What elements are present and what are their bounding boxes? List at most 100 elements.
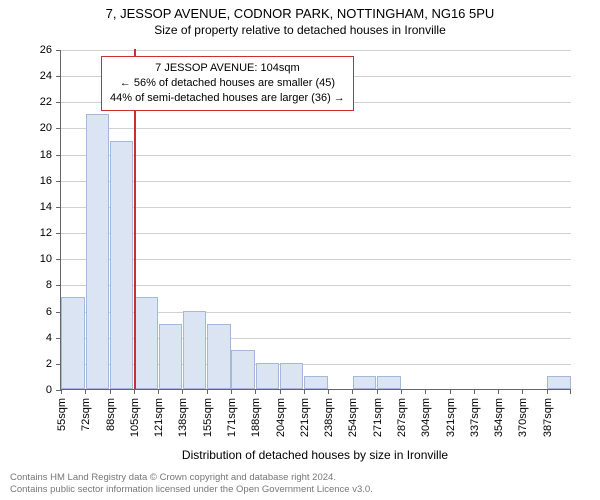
plot-area: 7 JESSOP AVENUE: 104sqm← 56% of detached… <box>60 50 570 390</box>
footer-attribution: Contains HM Land Registry data © Crown c… <box>10 472 373 496</box>
x-tick-label: 155sqm <box>202 398 214 437</box>
x-tick-label: 254sqm <box>347 398 359 437</box>
x-tick <box>425 389 426 394</box>
y-tick-label: 0 <box>0 384 52 396</box>
callout-line3: 44% of semi-detached houses are larger (… <box>110 91 345 106</box>
x-tick-label: 138sqm <box>177 398 189 437</box>
x-tick <box>401 389 402 394</box>
histogram-bar <box>353 376 376 389</box>
callout-line1: 7 JESSOP AVENUE: 104sqm <box>110 61 345 76</box>
gridline <box>61 207 571 208</box>
histogram-bar <box>377 376 400 389</box>
y-tick <box>56 285 61 286</box>
x-tick <box>522 389 523 394</box>
histogram-bar <box>207 324 230 389</box>
y-tick-label: 14 <box>0 201 52 213</box>
y-tick <box>56 364 61 365</box>
gridline <box>61 181 571 182</box>
gridline <box>61 50 571 51</box>
x-tick-label: 121sqm <box>153 398 165 437</box>
x-tick-label: 221sqm <box>299 398 311 437</box>
x-tick-label: 188sqm <box>250 398 262 437</box>
histogram-bar <box>231 350 254 389</box>
histogram-bar <box>159 324 182 389</box>
histogram-bar <box>110 141 133 389</box>
x-tick <box>255 389 256 394</box>
x-tick-label: 321sqm <box>445 398 457 437</box>
x-tick <box>280 389 281 394</box>
x-tick-label: 304sqm <box>420 398 432 437</box>
gridline <box>61 233 571 234</box>
x-tick-label: 204sqm <box>275 398 287 437</box>
chart-title: 7, JESSOP AVENUE, CODNOR PARK, NOTTINGHA… <box>0 0 600 21</box>
y-tick-label: 16 <box>0 175 52 187</box>
y-tick <box>56 128 61 129</box>
x-tick-label: 370sqm <box>517 398 529 437</box>
x-tick-label: 55sqm <box>56 398 68 431</box>
x-tick <box>207 389 208 394</box>
y-tick-label: 6 <box>0 306 52 318</box>
y-tick-label: 2 <box>0 358 52 370</box>
chart-container: 7, JESSOP AVENUE, CODNOR PARK, NOTTINGHA… <box>0 0 600 500</box>
histogram-bar <box>86 114 109 389</box>
y-tick-label: 18 <box>0 149 52 161</box>
x-tick-label: 387sqm <box>542 398 554 437</box>
y-tick <box>56 102 61 103</box>
histogram-bar <box>134 297 157 389</box>
x-tick <box>328 389 329 394</box>
x-tick <box>182 389 183 394</box>
x-tick <box>570 389 571 394</box>
y-tick-label: 10 <box>0 253 52 265</box>
x-axis-label: Distribution of detached houses by size … <box>60 448 570 462</box>
x-tick <box>474 389 475 394</box>
callout-box: 7 JESSOP AVENUE: 104sqm← 56% of detached… <box>101 56 354 111</box>
gridline <box>61 285 571 286</box>
x-tick-label: 171sqm <box>226 398 238 437</box>
callout-line2: ← 56% of detached houses are smaller (45… <box>110 76 345 91</box>
y-tick <box>56 233 61 234</box>
x-tick-label: 105sqm <box>129 398 141 437</box>
y-tick-label: 20 <box>0 122 52 134</box>
x-tick <box>85 389 86 394</box>
y-tick <box>56 338 61 339</box>
gridline <box>61 155 571 156</box>
y-tick <box>56 76 61 77</box>
x-tick <box>231 389 232 394</box>
x-tick-label: 238sqm <box>323 398 335 437</box>
x-tick-label: 72sqm <box>80 398 92 431</box>
histogram-bar <box>304 376 327 389</box>
histogram-bar <box>256 363 279 389</box>
y-tick-label: 26 <box>0 44 52 56</box>
x-tick <box>352 389 353 394</box>
x-tick <box>304 389 305 394</box>
y-tick-label: 22 <box>0 96 52 108</box>
footer-line1: Contains HM Land Registry data © Crown c… <box>10 472 373 484</box>
gridline <box>61 259 571 260</box>
histogram-bar <box>547 376 570 389</box>
x-tick <box>450 389 451 394</box>
x-tick-label: 337sqm <box>469 398 481 437</box>
histogram-bar <box>280 363 303 389</box>
y-tick <box>56 207 61 208</box>
y-tick-label: 12 <box>0 227 52 239</box>
x-tick <box>377 389 378 394</box>
x-tick-label: 354sqm <box>493 398 505 437</box>
footer-line2: Contains public sector information licen… <box>10 484 373 496</box>
chart-subtitle: Size of property relative to detached ho… <box>0 21 600 37</box>
x-tick-label: 88sqm <box>105 398 117 431</box>
y-tick <box>56 155 61 156</box>
y-tick <box>56 50 61 51</box>
x-tick <box>61 389 62 394</box>
y-tick-label: 24 <box>0 70 52 82</box>
gridline <box>61 128 571 129</box>
histogram-bar <box>183 311 206 389</box>
plot: 7 JESSOP AVENUE: 104sqm← 56% of detached… <box>60 50 570 390</box>
x-tick-label: 271sqm <box>372 398 384 437</box>
y-tick <box>56 259 61 260</box>
x-tick <box>134 389 135 394</box>
y-tick <box>56 181 61 182</box>
x-tick-label: 287sqm <box>396 398 408 437</box>
histogram-bar <box>61 297 84 389</box>
x-tick <box>158 389 159 394</box>
y-tick-label: 8 <box>0 279 52 291</box>
